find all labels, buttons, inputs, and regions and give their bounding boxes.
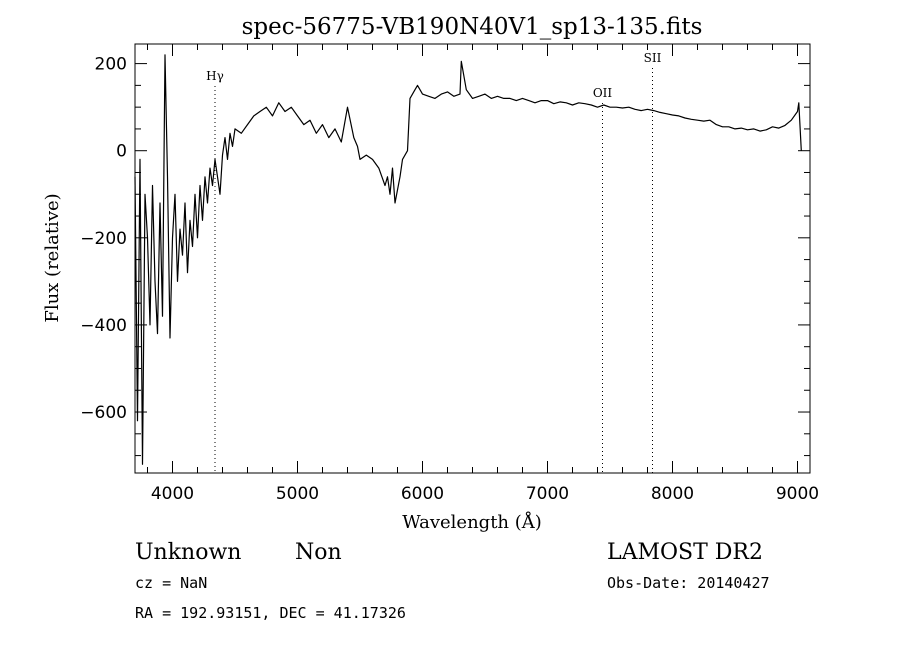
x-tick-label: 8000: [651, 484, 694, 504]
object-subtype-label: Non: [295, 540, 342, 565]
annotation-label: SII: [644, 51, 662, 65]
annotation-layer: Hγ OII SII: [206, 51, 662, 473]
y-tick-label: −400: [80, 316, 127, 336]
spectrum-line: [134, 54, 802, 465]
x-tick-label: 4000: [151, 484, 194, 504]
y-tick-label: −200: [80, 229, 127, 249]
x-tick-label: 5000: [276, 484, 319, 504]
x-tick-label: 7000: [526, 484, 569, 504]
plot-frame: [134, 43, 811, 474]
chart-title: spec-56775-VB190N40V1_sp13-135.fits: [242, 14, 703, 40]
obs-date-label: Obs-Date: 20140427: [607, 574, 770, 592]
x-axis-label: Wavelength (Å): [402, 511, 542, 533]
x-tick-label: 6000: [401, 484, 444, 504]
object-type-label: Unknown: [135, 540, 242, 565]
coordinates-label: RA = 192.93151, DEC = 41.17326: [135, 604, 406, 622]
annotation-label: OII: [593, 86, 613, 100]
annotation-label: Hγ: [206, 69, 224, 83]
y-tick-label: 0: [116, 142, 127, 162]
y-tick-label: 200: [95, 55, 127, 75]
series-layer: [134, 54, 802, 465]
y-axis-label: Flux (relative): [42, 193, 63, 322]
redshift-label: cz = NaN: [135, 574, 208, 592]
survey-label: LAMOST DR2: [607, 540, 763, 565]
y-tick-label: −600: [80, 403, 127, 423]
x-tick-label: 9000: [776, 484, 819, 504]
tick-layer: 4000 5000 6000 7000 8000 9000 200 0 −200 −400 −600: [80, 44, 819, 504]
